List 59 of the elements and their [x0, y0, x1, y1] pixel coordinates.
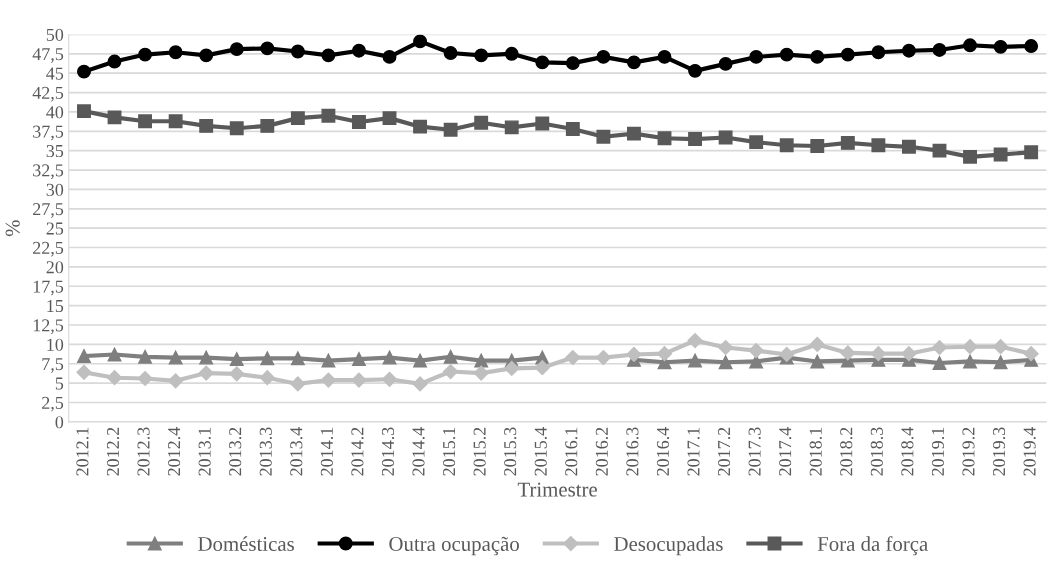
x-tick-label: 2019.2 [962, 427, 975, 476]
y-tick-label: 2,5 [42, 396, 64, 412]
x-tick-label: 2014.3 [381, 427, 395, 476]
y-tick-label: 30 [46, 183, 64, 196]
y-tick-label: 47,5 [32, 48, 64, 63]
x-tick-label: 2017.3 [748, 427, 761, 476]
x-tick-label: 2019.4 [1023, 427, 1036, 476]
x-tick-label: 2016.3 [626, 427, 639, 476]
x-tick-label: 2014.4 [412, 427, 425, 476]
x-tick-label: 2013.2 [229, 427, 242, 476]
x-tick-label: 2017.2 [717, 427, 731, 476]
y-tick-label: 50 [46, 28, 64, 41]
x-tick-label: 2018.1 [809, 427, 822, 476]
x-tick-label: 2013.3 [259, 427, 272, 476]
x-tick-label: 2015.3 [504, 427, 517, 476]
y-tick-label: 0 [55, 416, 64, 429]
y-tick-label: 15 [47, 300, 64, 313]
y-tick-label: 37,5 [33, 125, 64, 141]
x-tick-label: 2016.2 [595, 427, 608, 476]
x-tick-label: 2015.2 [473, 427, 486, 476]
x-tick-label: 2016.4 [656, 427, 670, 476]
x-tick-label: 2012.1 [76, 427, 89, 476]
y-tick-label: 17,5 [33, 280, 64, 296]
x-tick-label: 2012.3 [137, 427, 150, 476]
y-tick-label: 10 [47, 338, 64, 351]
x-tick-label: 2018.2 [840, 427, 853, 476]
y-tick-label: 25 [46, 222, 64, 235]
x-tick-label: 2013.4 [290, 427, 303, 476]
x-tick-label: 2018.3 [870, 427, 883, 476]
x-tick-label: 2013.1 [198, 427, 211, 476]
y-tick-label: 27,5 [33, 203, 64, 218]
y-tick-label: 20 [46, 261, 64, 274]
y-tick-label: 12,5 [33, 319, 64, 335]
x-tick-label: 2019.1 [931, 427, 945, 476]
y-tick-label: 40 [46, 106, 64, 119]
x-tick-label: 2015.1 [442, 427, 456, 476]
legend-label: Domésticas [198, 536, 294, 552]
y-axis-title: % [5, 220, 20, 237]
x-tick-label: 2018.4 [901, 427, 914, 476]
x-tick-label: 2019.3 [992, 427, 1006, 476]
y-tick-label: 45 [46, 67, 64, 80]
y-tick-label: 5 [55, 377, 64, 390]
y-tick-label: 35 [46, 144, 64, 158]
legend-label: Outra ocupação [389, 536, 519, 556]
legend-label: Fora da força [817, 536, 928, 556]
x-tick-label: 2012.4 [167, 427, 181, 476]
legend-label: Desocupadas [614, 536, 723, 556]
y-tick-label: 22,5 [33, 241, 64, 257]
y-tick-label: 32,5 [33, 164, 64, 180]
x-tick-label: 2014.2 [351, 427, 364, 476]
x-axis-title: Trimestre [517, 482, 597, 497]
x-tick-label: 2017.4 [779, 427, 792, 476]
x-tick-label: 2017.1 [687, 427, 700, 476]
x-tick-label: 2016.1 [565, 427, 578, 476]
x-tick-label: 2012.2 [106, 427, 120, 476]
y-tick-label: 42,5 [32, 86, 64, 102]
x-tick-label: 2015.4 [534, 427, 547, 476]
x-tick-label: 2014.1 [320, 427, 334, 476]
y-tick-label: 7,5 [42, 358, 64, 373]
